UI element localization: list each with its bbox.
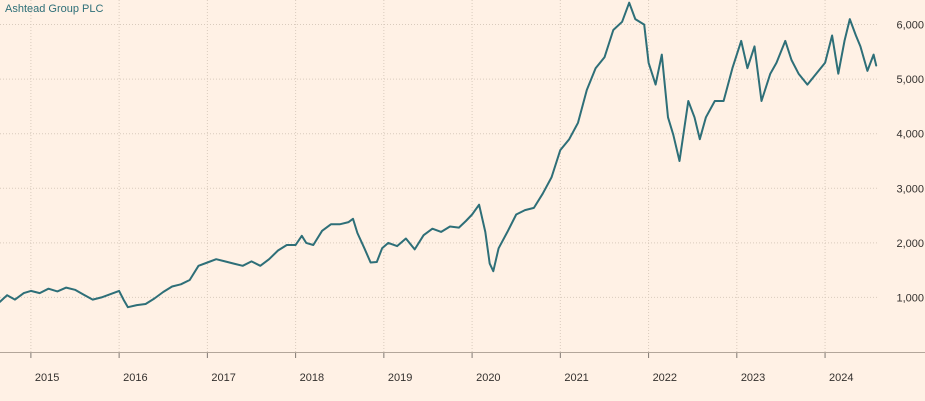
x-tick-label: 2019: [388, 372, 412, 384]
y-tick-label: 6,000: [896, 20, 924, 32]
y-tick-label: 3,000: [896, 183, 924, 195]
x-tick-label: 2015: [35, 372, 59, 384]
y-tick-label: 1,000: [896, 292, 924, 304]
grid-lines: [0, 0, 878, 352]
x-tick-label: 2024: [829, 372, 853, 384]
x-tick-label: 2020: [476, 372, 500, 384]
series-line: [0, 1, 878, 309]
y-tick-label: 4,000: [896, 129, 924, 141]
x-tick-label: 2018: [300, 372, 324, 384]
x-tick-label: 2021: [564, 372, 588, 384]
x-tick-label: 2023: [741, 372, 765, 384]
series-layer: [0, 1, 878, 309]
y-tick-label: 2,000: [896, 238, 924, 250]
axis-layer: 1,000 2,000 3,000 4,000 5,000 6,000 2015 2016 20…: [0, 20, 925, 384]
series-label: Ashtead Group PLC: [5, 3, 104, 15]
y-tick-label: 5,000: [896, 74, 924, 86]
x-tick-label: 2017: [211, 372, 235, 384]
x-tick-label: 2016: [123, 372, 147, 384]
x-tick-label: 2022: [653, 372, 677, 384]
